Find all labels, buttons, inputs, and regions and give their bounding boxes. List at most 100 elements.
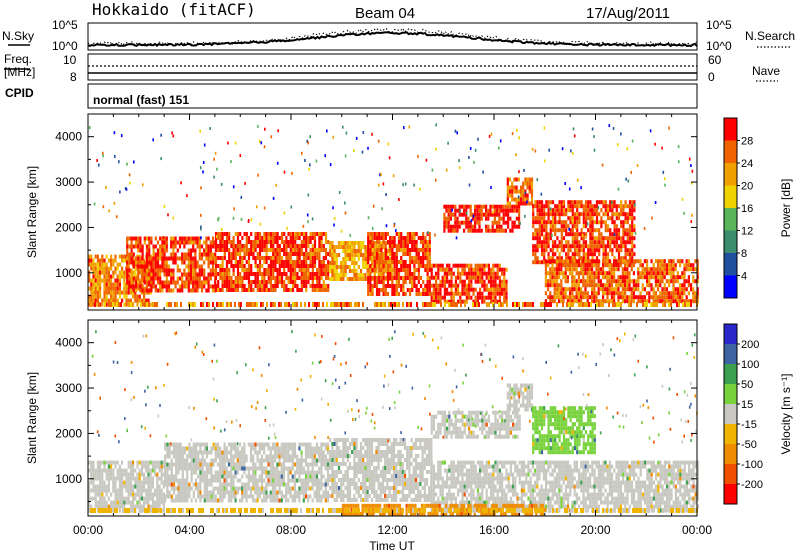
- echo-cell: [340, 241, 343, 245]
- echo-cell: [641, 275, 644, 280]
- echo-cell: [90, 294, 93, 299]
- echo-cell: [602, 256, 605, 261]
- echo-cell: [112, 476, 115, 481]
- echo-cell: [344, 269, 347, 273]
- echo-cell: [396, 302, 398, 307]
- echo-cell: [567, 208, 570, 213]
- echo-cell: [247, 220, 250, 223]
- echo-cell: [346, 302, 348, 307]
- colorbar-swatch: [724, 140, 737, 164]
- echo-cell: [126, 284, 129, 289]
- echo-cell: [154, 260, 157, 265]
- echo-cell: [492, 299, 495, 304]
- echo-cell: [278, 256, 281, 260]
- echo-cell: [378, 272, 381, 276]
- echo-cell: [459, 263, 462, 268]
- echo-cell: [685, 279, 688, 284]
- echo-cell: [355, 273, 358, 277]
- echo-cell: [668, 302, 670, 307]
- echo-cell: [107, 464, 110, 469]
- echo-cell: [490, 291, 493, 296]
- echo-cell: [364, 253, 367, 257]
- echo-cell: [138, 484, 141, 489]
- echo-cell: [110, 460, 113, 465]
- echo-cell: [92, 480, 95, 485]
- echo-cell: [419, 292, 423, 296]
- echo-cell: [426, 268, 429, 272]
- echo-cell: [126, 280, 129, 285]
- echo-cell: [650, 283, 653, 288]
- echo-cell: [221, 288, 224, 292]
- echo-cell: [346, 249, 349, 253]
- echo-cell: [217, 256, 220, 260]
- echo-cell: [404, 272, 407, 276]
- echo-cell: [183, 498, 187, 503]
- echo-cell: [159, 236, 162, 241]
- echo-cell: [602, 263, 605, 268]
- echo-cell: [141, 260, 144, 265]
- echo-cell: [107, 504, 110, 509]
- echo-cell: [378, 260, 381, 264]
- echo-cell: [373, 264, 376, 268]
- echo-cell: [158, 488, 161, 493]
- echo-cell: [225, 470, 228, 475]
- echo-cell: [415, 268, 418, 272]
- echo-cell: [179, 466, 182, 471]
- echo-cell: [469, 220, 472, 225]
- echo-cell: [156, 484, 159, 489]
- echo-cell: [90, 464, 93, 469]
- echo-cell: [463, 291, 466, 296]
- echo-cell: [661, 295, 664, 300]
- echo-cell: [145, 460, 148, 465]
- echo-cell: [149, 476, 152, 481]
- echo-cell: [593, 208, 596, 213]
- echo-cell: [413, 268, 416, 272]
- echo-cell: [543, 220, 546, 225]
- echo-cell: [686, 302, 688, 307]
- echo-cell: [595, 283, 598, 288]
- echo-cell: [610, 279, 613, 284]
- echo-cell: [381, 269, 385, 273]
- echo-cell: [582, 252, 585, 257]
- echo-cell: [305, 284, 308, 288]
- echo-cell: [390, 273, 393, 277]
- echo-cell: [691, 213, 693, 217]
- echo-cell: [291, 240, 295, 244]
- echo-cell: [513, 185, 516, 190]
- echo-cell: [219, 470, 222, 475]
- echo-cell: [357, 277, 360, 281]
- echo-cell: [598, 212, 601, 217]
- echo-cell: [203, 442, 206, 447]
- echo-cell: [355, 249, 358, 253]
- echo-cell: [573, 204, 577, 209]
- echo-cell: [230, 280, 233, 284]
- echo-cell: [121, 492, 124, 497]
- echo-cell: [217, 280, 220, 284]
- echo-cell: [519, 221, 521, 225]
- echo-cell: [515, 185, 518, 190]
- echo-cell: [458, 212, 461, 217]
- echo-cell: [435, 123, 437, 127]
- echo-cell: [463, 287, 466, 292]
- echo-cell: [367, 256, 370, 260]
- echo-cell: [96, 488, 99, 493]
- echo-cell: [132, 254, 135, 259]
- echo-cell: [103, 294, 106, 299]
- echo-cell: [260, 302, 262, 307]
- echo-cell: [247, 268, 251, 272]
- echo-cell: [483, 267, 486, 272]
- echo-cell: [465, 211, 468, 215]
- echo-cell: [99, 496, 102, 501]
- echo-cell: [626, 295, 629, 300]
- echo-cell: [498, 299, 501, 304]
- echo-cell: [302, 236, 306, 240]
- echo-cell: [186, 446, 189, 451]
- echo-cell: [126, 264, 129, 269]
- echo-cell: [333, 269, 336, 273]
- echo-cell: [597, 275, 600, 280]
- echo-cell: [172, 486, 176, 491]
- echo-cell: [620, 240, 623, 245]
- echo-cell: [544, 271, 547, 276]
- echo-cell: [384, 244, 387, 248]
